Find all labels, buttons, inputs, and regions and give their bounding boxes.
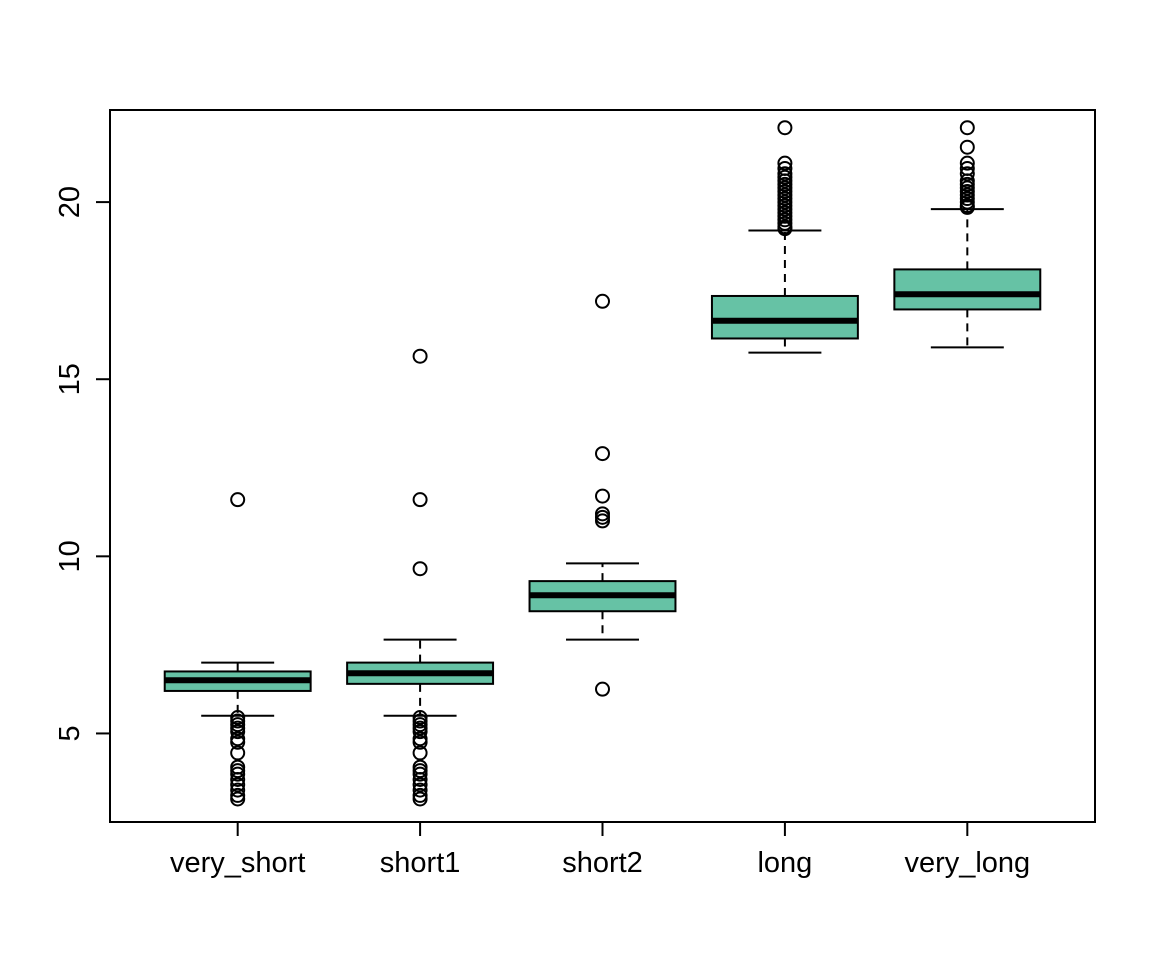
box-short1 xyxy=(346,348,495,807)
outlier-point xyxy=(595,293,610,309)
iqr-box xyxy=(893,268,1042,311)
x-tick-label: short2 xyxy=(562,847,643,879)
outlier-point xyxy=(595,681,610,697)
outlier-point xyxy=(959,199,975,215)
box-very_long xyxy=(893,120,1042,349)
outlier-point xyxy=(412,348,428,364)
box-short2 xyxy=(528,293,677,697)
outlier-point xyxy=(595,513,610,529)
outlier-point xyxy=(230,734,246,750)
outlier-point xyxy=(230,492,246,508)
y-tick-label: 20 xyxy=(54,186,86,218)
outlier-point xyxy=(595,488,610,504)
outlier-point xyxy=(777,221,793,237)
outlier-point xyxy=(412,492,428,508)
outlier-point xyxy=(959,139,975,155)
outlier-point xyxy=(959,155,975,171)
x-tick-label: short1 xyxy=(380,847,461,879)
outlier-point xyxy=(230,766,246,782)
outlier-point xyxy=(412,561,428,577)
outlier-point xyxy=(230,771,246,787)
outlier-point xyxy=(412,791,428,807)
x-tick-label: very_short xyxy=(170,847,305,879)
outlier-point xyxy=(777,155,793,171)
y-tick-label: 10 xyxy=(54,540,86,572)
box-very_short xyxy=(163,492,312,807)
outlier-point xyxy=(412,782,428,798)
outlier-point xyxy=(412,734,428,750)
iqr-box xyxy=(710,294,859,340)
outlier-point xyxy=(595,446,610,462)
outlier-point xyxy=(412,745,428,761)
y-tick-label: 15 xyxy=(54,363,86,395)
outlier-point xyxy=(959,120,975,136)
y-tick-label: 5 xyxy=(54,725,86,741)
box-long xyxy=(710,120,859,354)
outlier-point xyxy=(230,782,246,798)
outlier-point xyxy=(230,745,246,761)
boxes-layer xyxy=(163,120,1042,807)
outlier-point xyxy=(230,791,246,807)
x-axis: very_short short1 short2 long very_long xyxy=(170,822,1030,879)
outlier-point xyxy=(777,120,793,136)
x-tick-label: very_long xyxy=(904,847,1030,879)
outlier-point xyxy=(412,766,428,782)
outlier-point xyxy=(959,166,975,182)
x-tick-label: long xyxy=(757,847,812,879)
outlier-point xyxy=(230,724,246,740)
outlier-point xyxy=(412,777,428,793)
outlier-point xyxy=(412,771,428,787)
outlier-point xyxy=(412,724,428,740)
outlier-point xyxy=(230,777,246,793)
y-axis: 5 10 15 20 xyxy=(54,186,111,742)
